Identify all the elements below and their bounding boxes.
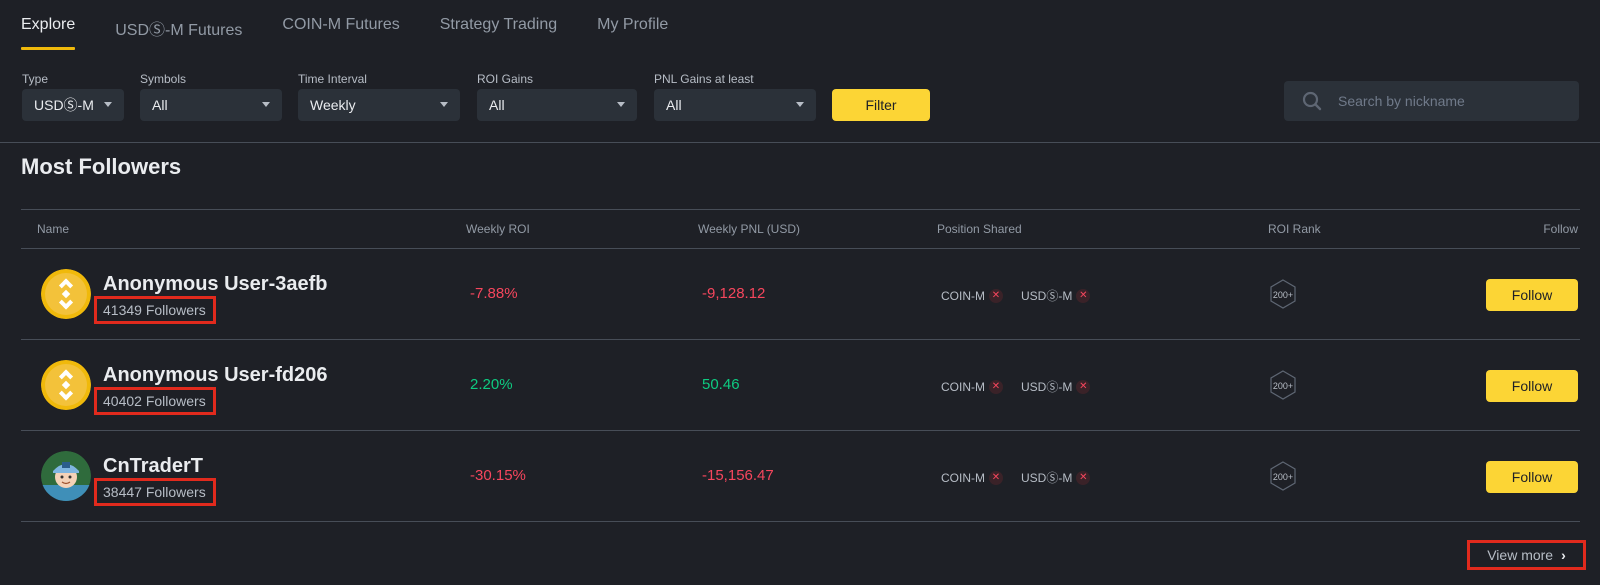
tab-usds-m-futures[interactable]: USDⓈ-M Futures bbox=[115, 22, 243, 39]
symbols-value: All bbox=[152, 97, 168, 113]
type-filter: Type USDⓈ-M bbox=[22, 70, 124, 121]
caret-down-icon bbox=[617, 102, 625, 107]
coin-m-tag: COIN-M ✕ bbox=[941, 288, 1003, 303]
follow-button[interactable]: Follow bbox=[1486, 370, 1578, 402]
weekly-pnl: 50.46 bbox=[702, 376, 740, 393]
close-icon: ✕ bbox=[1076, 288, 1091, 303]
view-more-link[interactable]: View more › bbox=[1467, 540, 1586, 570]
tab-coin-m-futures[interactable]: COIN-M Futures bbox=[282, 16, 400, 33]
header-follow: Follow bbox=[1543, 222, 1578, 236]
search-input[interactable] bbox=[1338, 93, 1568, 109]
pnl-gains-select[interactable]: All bbox=[654, 89, 816, 121]
symbols-label: Symbols bbox=[140, 72, 187, 86]
search-box[interactable] bbox=[1284, 81, 1579, 121]
tab-my-profile[interactable]: My Profile bbox=[597, 16, 669, 33]
usd-m-label: USDⓈ-M bbox=[1021, 471, 1073, 485]
pnl-gains-label: PNL Gains at least bbox=[654, 72, 754, 86]
caret-down-icon bbox=[104, 102, 112, 107]
weekly-pnl: -15,156.47 bbox=[702, 467, 774, 484]
close-icon: ✕ bbox=[1076, 379, 1091, 394]
type-select[interactable]: USDⓈ-M bbox=[22, 89, 124, 121]
filter-button[interactable]: Filter bbox=[832, 89, 930, 121]
rank-badge: 200+ bbox=[1269, 279, 1297, 314]
close-icon: ✕ bbox=[989, 379, 1003, 394]
rank-text: 200+ bbox=[1273, 290, 1293, 300]
usd-m-tag: USDⓈ-M ✕ bbox=[1021, 287, 1091, 304]
header-name: Name bbox=[37, 222, 70, 236]
user-name[interactable]: CnTraderT bbox=[103, 455, 204, 477]
weekly-roi: -7.88% bbox=[470, 285, 518, 302]
type-value: USDⓈ-M bbox=[34, 97, 94, 113]
position-shared: COIN-M ✕ USDⓈ-M ✕ bbox=[941, 287, 1108, 304]
search-icon bbox=[1302, 91, 1322, 111]
weekly-roi: -30.15% bbox=[470, 467, 526, 484]
coin-m-label: COIN-M bbox=[941, 288, 985, 303]
coin-m-tag: COIN-M ✕ bbox=[941, 379, 1003, 394]
caret-down-icon bbox=[262, 102, 270, 107]
caret-down-icon bbox=[440, 102, 448, 107]
rank-text: 200+ bbox=[1273, 472, 1293, 482]
close-icon: ✕ bbox=[1076, 470, 1091, 485]
divider bbox=[0, 142, 1600, 143]
time-interval-select[interactable]: Weekly bbox=[298, 89, 460, 121]
table-row: Anonymous User-3aefb 41349 Followers -7.… bbox=[21, 249, 1580, 340]
section-title: Most Followers bbox=[21, 154, 182, 179]
followers-count: 41349 Followers bbox=[94, 296, 216, 324]
rank-badge: 200+ bbox=[1269, 370, 1297, 405]
tab-strategy-trading[interactable]: Strategy Trading bbox=[439, 16, 558, 33]
rank-text: 200+ bbox=[1273, 381, 1293, 391]
table-row: CnTraderT 38447 Followers -30.15% -15,15… bbox=[21, 431, 1580, 522]
header-roi-rank: ROI Rank bbox=[1268, 222, 1321, 236]
position-shared: COIN-M ✕ USDⓈ-M ✕ bbox=[941, 469, 1108, 486]
chevron-right-icon: › bbox=[1561, 547, 1566, 563]
view-more-label: View more bbox=[1487, 547, 1554, 563]
type-label: Type bbox=[22, 72, 49, 86]
header-roi: Weekly ROI bbox=[466, 222, 530, 236]
time-interval-label: Time Interval bbox=[298, 72, 367, 86]
header-position-shared: Position Shared bbox=[937, 222, 1022, 236]
binance-logo-avatar[interactable] bbox=[41, 360, 91, 410]
leaderboard-table: Name Weekly ROI Weekly PNL (USD) Positio… bbox=[21, 209, 1580, 522]
roi-gains-value: All bbox=[489, 97, 505, 113]
table-row: Anonymous User-fd206 40402 Followers 2.2… bbox=[21, 340, 1580, 431]
tab-explore[interactable]: Explore bbox=[21, 0, 76, 52]
follow-button[interactable]: Follow bbox=[1486, 461, 1578, 493]
usd-m-label: USDⓈ-M bbox=[1021, 380, 1073, 394]
time-interval-filter: Time Interval Weekly bbox=[298, 70, 460, 121]
rank-badge: 200+ bbox=[1269, 461, 1297, 496]
header-pnl: Weekly PNL (USD) bbox=[698, 222, 801, 236]
usd-m-label: USDⓈ-M bbox=[1021, 289, 1073, 303]
close-icon: ✕ bbox=[989, 288, 1003, 303]
pnl-gains-value: All bbox=[666, 97, 682, 113]
position-shared: COIN-M ✕ USDⓈ-M ✕ bbox=[941, 378, 1108, 395]
usd-m-tag: USDⓈ-M ✕ bbox=[1021, 469, 1091, 486]
roi-gains-label: ROI Gains bbox=[477, 72, 534, 86]
pnl-gains-filter: PNL Gains at least All bbox=[654, 70, 816, 121]
weekly-pnl: -9,128.12 bbox=[702, 285, 766, 302]
user-name[interactable]: Anonymous User-3aefb bbox=[103, 273, 328, 295]
followers-count: 38447 Followers bbox=[94, 478, 216, 506]
table-header: Name Weekly ROI Weekly PNL (USD) Positio… bbox=[21, 209, 1580, 249]
symbols-select[interactable]: All bbox=[140, 89, 282, 121]
caret-down-icon bbox=[796, 102, 804, 107]
user-avatar[interactable] bbox=[41, 451, 91, 501]
weekly-roi: 2.20% bbox=[470, 376, 513, 393]
roi-gains-select[interactable]: All bbox=[477, 89, 637, 121]
usd-m-tag: USDⓈ-M ✕ bbox=[1021, 378, 1091, 395]
close-icon: ✕ bbox=[989, 470, 1003, 485]
time-interval-value: Weekly bbox=[310, 97, 356, 113]
binance-logo-avatar[interactable] bbox=[41, 269, 91, 319]
coin-m-tag: COIN-M ✕ bbox=[941, 470, 1003, 485]
follow-button[interactable]: Follow bbox=[1486, 279, 1578, 311]
symbols-filter: Symbols All bbox=[140, 70, 282, 121]
coin-m-label: COIN-M bbox=[941, 470, 985, 485]
top-tabs: Explore USDⓈ-M Futures COIN-M Futures St… bbox=[21, 0, 708, 52]
user-name[interactable]: Anonymous User-fd206 bbox=[103, 364, 328, 386]
followers-count: 40402 Followers bbox=[94, 387, 216, 415]
coin-m-label: COIN-M bbox=[941, 379, 985, 394]
roi-gains-filter: ROI Gains All bbox=[477, 70, 637, 121]
